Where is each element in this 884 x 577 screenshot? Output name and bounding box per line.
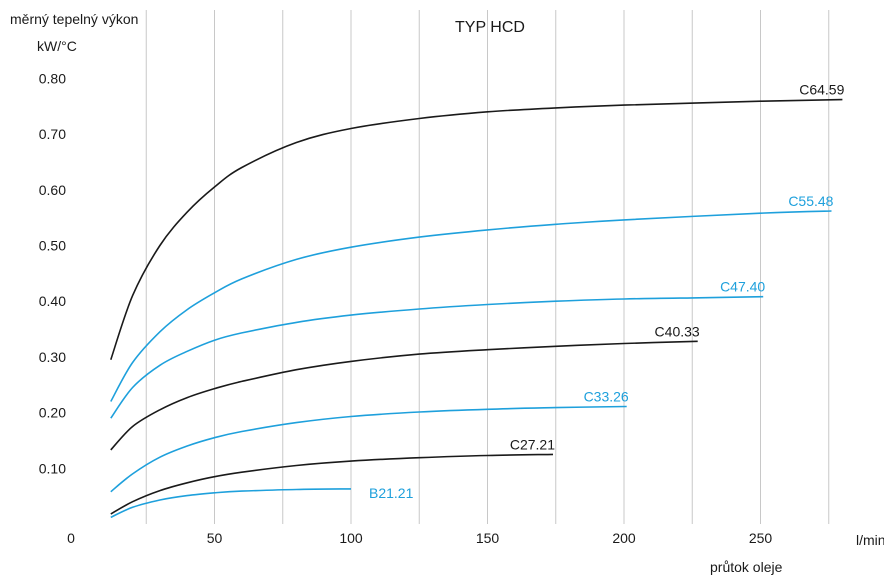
x-tick-label: 100 — [339, 530, 363, 546]
series-labels: C64.59 C55.48 C47.40 C40.33 C33.26 C27.21 B21.… — [369, 82, 845, 501]
y-tick-label: 0.50 — [39, 238, 66, 254]
y-tick-label: 0.40 — [39, 293, 66, 309]
series-line-c33-26 — [110, 405, 627, 493]
series-label-b21-21: B21.21 — [369, 485, 414, 501]
x-tick-label: 250 — [749, 530, 773, 546]
y-tick-label: 0.70 — [39, 126, 66, 142]
series-line-c47-40 — [110, 295, 764, 419]
series-line-c64-59 — [110, 98, 843, 360]
x-tick-label: 150 — [476, 530, 500, 546]
series-line-c55-48 — [110, 210, 832, 402]
y-tick-labels: 0.10 0.20 0.30 0.40 0.50 0.60 0.70 0.80 — [39, 70, 66, 476]
series-label-c55-48: C55.48 — [788, 193, 833, 209]
y-tick-label: 0.10 — [39, 460, 66, 476]
series-label-c47-40: C47.40 — [720, 279, 765, 295]
x-tick-label: 0 — [67, 530, 75, 546]
x-tick-label: 50 — [207, 530, 223, 546]
y-tick-label: 0.30 — [39, 349, 66, 365]
series-label-c27-21: C27.21 — [510, 436, 555, 452]
y-axis-label: měrný tepelný výkon — [10, 11, 138, 27]
series-line-c27-21 — [110, 453, 554, 515]
y-tick-label: 0.20 — [39, 405, 66, 421]
series-line-b21-21 — [110, 488, 352, 519]
x-axis-label: průtok oleje — [710, 559, 783, 575]
series-label-c40-33: C40.33 — [655, 323, 700, 339]
series-line-c40-33 — [110, 340, 698, 451]
y-tick-label: 0.60 — [39, 182, 66, 198]
series-label-c64-59: C64.59 — [799, 82, 844, 98]
y-axis-unit: kW/°C — [37, 38, 77, 54]
x-tick-label: 200 — [612, 530, 636, 546]
x-tick-labels: 0 50 100 150 200 250 — [67, 530, 772, 546]
x-axis-unit: l/min — [856, 532, 884, 548]
grid-lines — [145, 10, 830, 524]
series-lines — [110, 98, 843, 519]
series-label-c33-26: C33.26 — [584, 388, 629, 404]
chart-title: TYP HCD — [455, 19, 525, 36]
y-tick-label: 0.80 — [39, 70, 66, 86]
